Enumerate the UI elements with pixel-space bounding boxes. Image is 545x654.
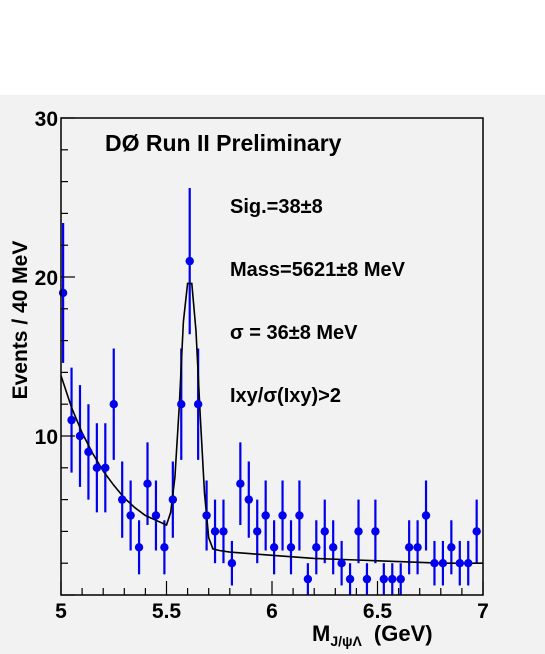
y-tick-label: 30 [35,108,58,131]
data-point [75,431,85,441]
data-point [328,543,338,552]
data-point [210,527,220,536]
data-point [312,543,321,552]
data-point [134,543,144,552]
data-point [227,559,237,568]
mass-annotation: Mass=5621±8 MeV [230,259,406,281]
data-point [371,527,380,536]
data-point [219,527,228,536]
y-tick-label: 10 [35,426,58,449]
data-point [413,543,422,552]
data-point [337,559,346,568]
data-point [185,256,194,266]
data-point [193,400,203,409]
data-point [67,415,76,425]
data-point [143,479,152,488]
data-point [202,511,211,520]
x-tick-label: 6.5 [363,600,393,623]
data-point [126,511,135,520]
data-point [253,527,262,536]
data-point [278,511,287,520]
x-tick-label: 7 [477,600,489,623]
cut-annotation: Ixy/σ(Ixy)>2 [230,385,341,407]
data-point [236,479,245,488]
y-tick-label: 20 [35,267,58,290]
data-point [438,559,448,568]
data-point [396,574,405,584]
data-point [295,511,304,520]
data-point [84,447,93,457]
data-point [303,574,313,584]
data-point [92,463,102,472]
x-tick-label: 5.5 [152,600,182,623]
data-point [101,463,110,472]
x-axis-title: MJ/ψΛ (GeV) [312,621,433,649]
data-point [320,527,329,536]
data-point [447,543,456,552]
data-point [160,543,169,552]
data-point [261,511,270,520]
data-point [455,559,464,568]
data-point [117,495,127,504]
data-point [269,543,279,552]
data-point [354,527,363,536]
data-point [345,574,355,584]
x-tick-label: 5 [55,600,67,623]
data-point [421,511,431,520]
plot-frame [60,117,484,596]
chart-title: DØ Run II Preliminary [105,130,342,156]
data-point [404,543,414,552]
data-point [464,559,473,568]
signal-annotation: Sig.=38±8 [230,196,323,218]
data-point [388,574,397,584]
data-point [286,543,296,552]
fit-curve [60,282,483,564]
plot-canvas: 5 5.5 6 6.5 7 10 20 30 DØ Run II Preliminary Si… [0,95,545,654]
sigma-annotation: σ = 36±8 MeV [230,322,358,344]
data-point [244,495,253,504]
histogram-plot: 5 5.5 6 6.5 7 10 20 30 DØ Run II Preliminary Si… [9,108,489,649]
data-point [168,495,178,504]
data-point [379,574,389,584]
data-point [109,400,118,409]
data-point [472,527,481,536]
data-point [362,574,372,584]
x-tick-label: 6 [266,600,278,623]
data-point [58,288,68,298]
data-point [177,400,186,409]
y-axis-title: Events / 40 MeV [9,241,32,400]
data-point [430,559,439,568]
data-point [151,511,161,520]
